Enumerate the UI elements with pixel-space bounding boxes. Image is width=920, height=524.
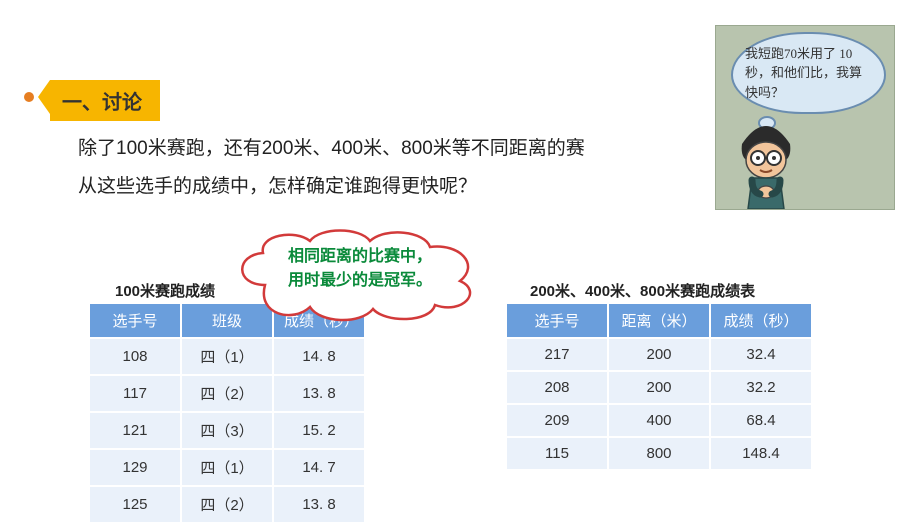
cloud-text: 相同距离的比赛中， 用时最少的是冠军。: [255, 245, 465, 293]
section-heading: 一、讨论: [50, 80, 160, 121]
col-header: 选手号: [507, 304, 607, 337]
bullet-dot: [24, 92, 34, 102]
table-left-caption: 100米赛跑成绩: [115, 280, 215, 301]
boy-icon: [722, 114, 810, 209]
table-row: 129四（1）14. 7: [90, 450, 364, 485]
thought-text: 我短跑70米用了 10 秒，和他们比，我算快吗？: [745, 44, 872, 103]
table-row: 20940068.4: [507, 405, 811, 436]
thought-bubble: 我短跑70米用了 10 秒，和他们比，我算快吗？: [731, 32, 886, 114]
cloud-line-2: 用时最少的是冠军。: [255, 269, 465, 293]
table-row: 125四（2）13. 8: [90, 487, 364, 522]
paragraph-line-2: 从这些选手的成绩中，怎样确定谁跑得更快呢？: [78, 168, 585, 206]
cloud-callout: 相同距离的比赛中， 用时最少的是冠军。: [225, 225, 485, 315]
col-header: 距离（米）: [609, 304, 709, 337]
results-table-mixed: 选手号 距离（米） 成绩（秒） 21720032.4 20820032.2 20…: [505, 302, 813, 471]
character-illustration: 我短跑70米用了 10 秒，和他们比，我算快吗？: [715, 25, 895, 210]
body-paragraph: 除了100米赛跑，还有200米、400米、800米等不同距离的赛 从这些选手的成…: [78, 130, 585, 206]
table-row: 20820032.2: [507, 372, 811, 403]
results-table-100m: 选手号 班级 成绩（秒） 108四（1）14. 8 117四（2）13. 8 1…: [88, 302, 366, 524]
table-row: 121四（3）15. 2: [90, 413, 364, 448]
table-row: 115800148.4: [507, 438, 811, 469]
table-row: 108四（1）14. 8: [90, 339, 364, 374]
cloud-line-1: 相同距离的比赛中，: [255, 245, 465, 269]
table-right-caption: 200米、400米、800米赛跑成绩表: [530, 280, 755, 301]
section-label-text: 一、讨论: [50, 80, 160, 121]
paragraph-line-1: 除了100米赛跑，还有200米、400米、800米等不同距离的赛: [78, 130, 585, 168]
table-row: 117四（2）13. 8: [90, 376, 364, 411]
col-header: 选手号: [90, 304, 180, 337]
table-row: 21720032.4: [507, 339, 811, 370]
col-header: 成绩（秒）: [711, 304, 811, 337]
